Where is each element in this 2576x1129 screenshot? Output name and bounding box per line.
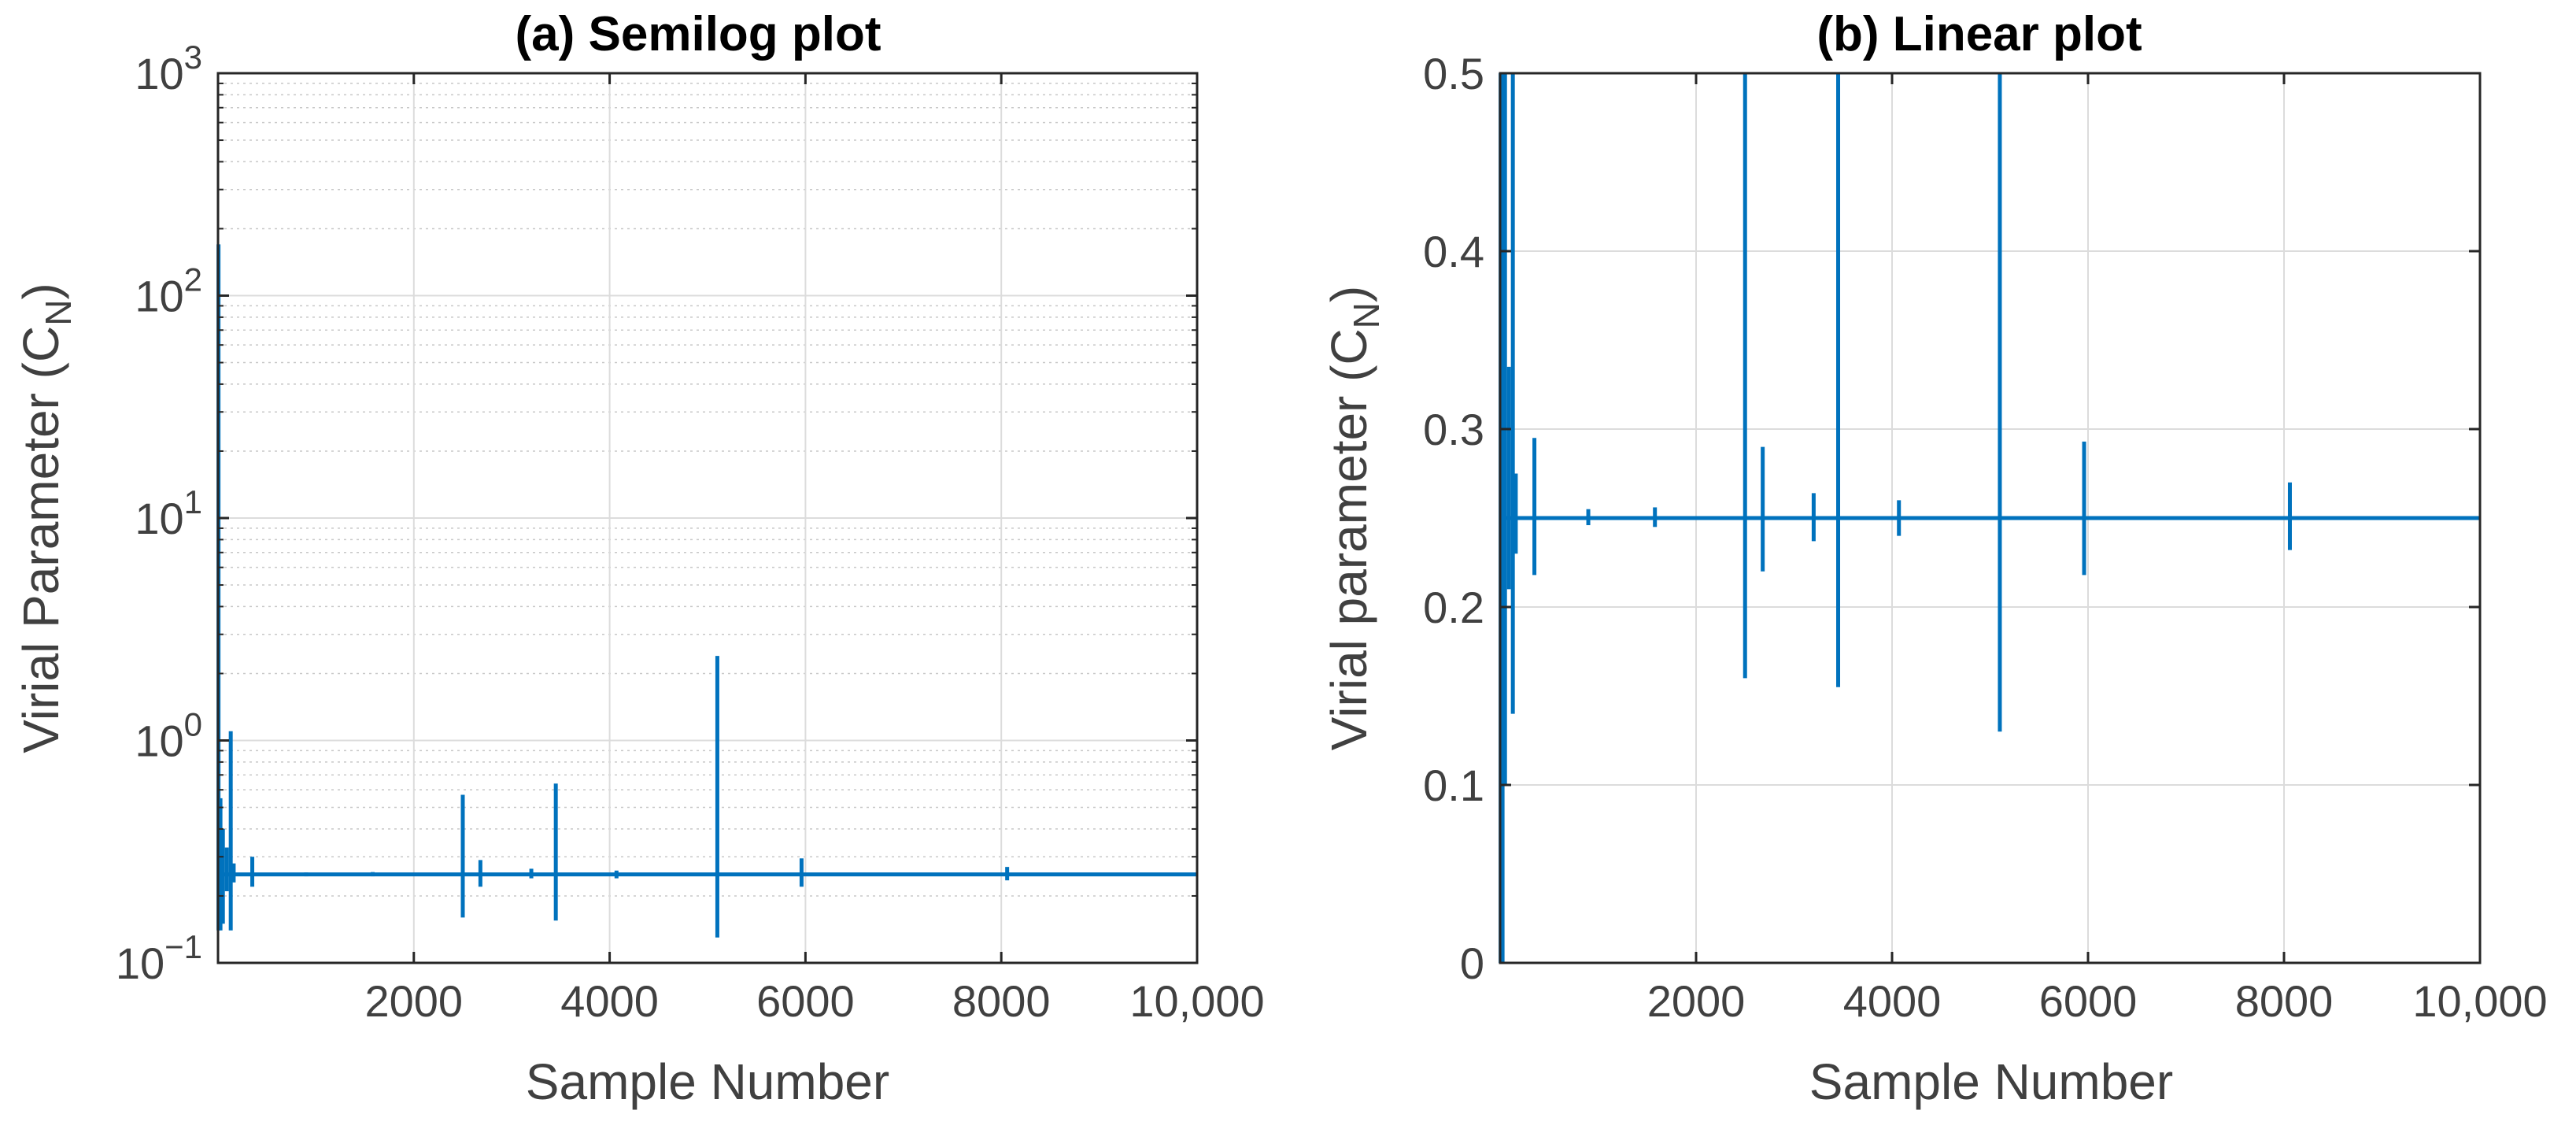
panel-b-title: (b) Linear plot	[1817, 7, 2142, 61]
panel-a-xtick-label: 2000	[365, 976, 464, 1026]
panel-a-xtick-label: 10,000	[1129, 976, 1264, 1026]
panel-b-ylabel-subscript: N	[1346, 302, 1387, 328]
panel-a-xtick-label: 4000	[560, 976, 659, 1026]
panel-b-xtick-label: 8000	[2235, 976, 2334, 1026]
panel-a-ylabel-suffix: )	[13, 283, 69, 299]
panel-b: (b) Linear plot 2000 4000 6000 8000 10,000 0…	[1321, 7, 2548, 1110]
panel-a-xtick-label: 6000	[756, 976, 855, 1026]
panel-b-xtick-label: 6000	[2039, 976, 2138, 1026]
panel-a: (a) Semilog plot 2000 4000 6000 8000 10,000 …	[13, 7, 1265, 1110]
panel-b-ylabel-suffix: )	[1321, 286, 1377, 302]
panel-b-xtick-label: 10,000	[2412, 976, 2547, 1026]
panel-a-ytick-labels: 10−1 100 101 102 103	[116, 39, 202, 988]
panel-b-ytick-label: 0.1	[1423, 761, 1484, 810]
panel-b-ylabel: Virial parameter (CN)	[1321, 286, 1387, 750]
panel-a-ytick-label: 101	[135, 483, 202, 543]
panel-a-ticks	[218, 72, 1199, 964]
panel-b-ytick-label: 0	[1460, 938, 1484, 988]
panel-b-ticks	[1500, 72, 2482, 964]
panel-a-ylabel: Virial Parameter (CN)	[13, 283, 79, 753]
panel-b-ylabel-main: Virial parameter (C	[1321, 328, 1377, 750]
panel-a-ylabel-main: Virial Parameter (C	[13, 326, 69, 753]
panel-a-ytick-label: 102	[135, 261, 202, 321]
panel-a-xlabel: Sample Number	[526, 1053, 889, 1110]
panel-b-ytick-label: 0.5	[1423, 49, 1484, 98]
panel-a-ylabel-subscript: N	[38, 300, 79, 326]
panel-a-xtick-label: 8000	[952, 976, 1051, 1026]
panel-b-xtick-labels: 2000 4000 6000 8000 10,000	[1647, 976, 2548, 1026]
panel-a-ytick-label: 100	[135, 706, 202, 766]
panel-b-xtick-label: 4000	[1843, 976, 1942, 1026]
panel-b-axes-box	[1499, 72, 2482, 964]
panel-b-xlabel: Sample Number	[1809, 1053, 2173, 1110]
panel-a-title: (a) Semilog plot	[516, 7, 881, 61]
panel-b-ytick-label: 0.3	[1423, 405, 1484, 454]
panel-b-xtick-label: 2000	[1647, 976, 1746, 1026]
panel-b-ytick-labels: 0 0.1 0.2 0.3 0.4 0.5	[1423, 49, 1484, 988]
panel-b-ytick-label: 0.4	[1423, 227, 1484, 276]
panel-b-ytick-label: 0.2	[1423, 583, 1484, 632]
panel-a-ytick-label: 103	[135, 39, 202, 98]
panel-a-ytick-label: 10−1	[116, 928, 202, 988]
panel-a-xtick-labels: 2000 4000 6000 8000 10,000	[365, 976, 1265, 1026]
